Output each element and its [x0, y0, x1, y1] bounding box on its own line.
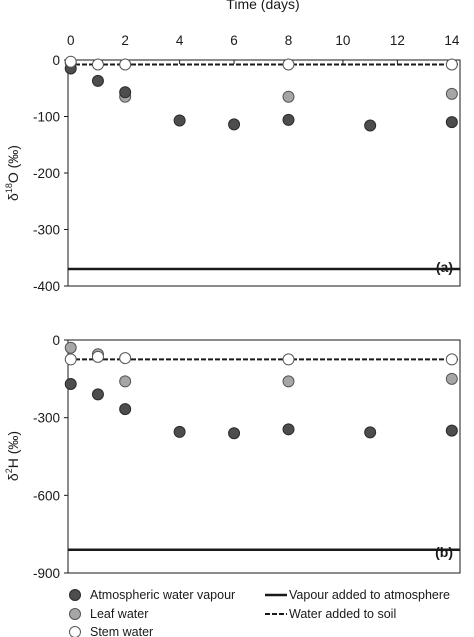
stem-point-b [119, 352, 132, 365]
leaf-point-a [445, 87, 458, 100]
stem-point-b [445, 353, 458, 366]
legend-label-leaf: Leaf water [90, 607, 148, 621]
y-tick-label-b: -300 [33, 411, 60, 426]
legend-item-vapour-line: Vapour added to atmosphere [265, 588, 450, 602]
atmospheric-point-b [364, 426, 377, 439]
y-axis-title-a: δ18O (‰) [4, 145, 21, 201]
y-tick-label-b: -900 [33, 566, 60, 581]
plot-frame-b [67, 339, 461, 574]
atmospheric-point-b [64, 378, 77, 391]
atmospheric-point-a [282, 113, 295, 126]
legend-item-leaf: Leaf water [69, 607, 148, 621]
atmospheric-point-a [364, 119, 377, 132]
stem-point-a [119, 58, 132, 71]
y-tick-label-b: 0 [52, 333, 60, 348]
legend-label-vapour-line: Vapour added to atmosphere [289, 588, 450, 602]
leaf-point-b [445, 372, 458, 385]
leaf-point-a [282, 90, 295, 103]
leaf-point-b [119, 375, 132, 388]
atmospheric-point-a [91, 74, 104, 87]
legend-marker-leaf [69, 608, 81, 620]
x-tick-label: 6 [230, 33, 238, 48]
x-tick-label: 10 [335, 33, 350, 48]
atmospheric-point-a [228, 118, 241, 131]
x-tick-label: 8 [285, 33, 293, 48]
x-tick-label: 12 [390, 33, 405, 48]
atmospheric-point-b [91, 388, 104, 401]
stem-point-b [64, 353, 77, 366]
atmospheric-point-a [445, 116, 458, 129]
atmospheric-point-b [282, 423, 295, 436]
y-tick-label-a: 0 [52, 53, 60, 68]
leaf-point-b [282, 375, 295, 388]
atmospheric-point-b [173, 425, 186, 438]
panel-label-a: (a) [436, 259, 453, 275]
legend-marker-atmospheric [69, 589, 81, 601]
legend-label-atmospheric: Atmospheric water vapour [90, 588, 235, 602]
y-tick-label-a: -400 [33, 279, 60, 294]
atmospheric-point-b [119, 403, 132, 416]
panel-label-b: (b) [435, 544, 453, 560]
y-tick-label-a: -200 [33, 166, 60, 181]
legend-item-stem: Stem water [69, 625, 153, 637]
atmospheric-point-a [119, 86, 132, 99]
stem-point-a [91, 58, 104, 71]
panel-b: δ2H (‰) (b) 0 -300 -600 -900 [4, 333, 461, 581]
stem-point-b [282, 353, 295, 366]
x-tick-label: 14 [444, 33, 460, 48]
stem-point-b [91, 350, 104, 363]
legend: Atmospheric water vapour Leaf water Stem… [69, 588, 450, 637]
y-tick-label-a: -100 [33, 110, 60, 125]
x-axis-title: Time (days) [226, 0, 299, 12]
stem-point-a [445, 58, 458, 71]
legend-label-soil-line: Water added to soil [289, 607, 396, 621]
stem-point-a [64, 55, 77, 68]
legend-item-atmospheric: Atmospheric water vapour [69, 588, 235, 602]
y-tick-label-a: -300 [33, 223, 60, 238]
x-tick-label: 0 [67, 33, 75, 48]
legend-label-stem: Stem water [90, 625, 153, 637]
y-tick-label-b: -600 [33, 488, 60, 503]
atmospheric-point-b [445, 424, 458, 437]
panel-a: δ18O (‰) (a) 0 -100 -200 -300 -400 [4, 53, 461, 294]
x-tick-label: 4 [176, 33, 184, 48]
atmospheric-point-a [173, 114, 186, 127]
y-axis-title-b: δ2H (‰) [4, 431, 21, 481]
leaf-point-b [64, 341, 77, 354]
x-tick-label: 2 [121, 33, 129, 48]
legend-marker-stem [69, 626, 81, 637]
legend-item-soil-line: Water added to soil [265, 607, 396, 621]
stem-point-a [282, 58, 295, 71]
atmospheric-point-b [228, 427, 241, 440]
